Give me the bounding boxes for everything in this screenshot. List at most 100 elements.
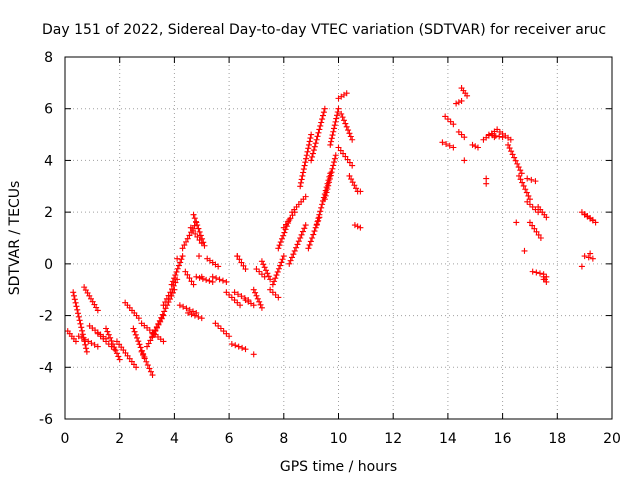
- data-point: [169, 278, 176, 285]
- y-tick-label: 8: [44, 50, 53, 66]
- data-point: [298, 176, 305, 183]
- data-point: [526, 196, 533, 203]
- data-point: [293, 244, 300, 251]
- data-point: [310, 231, 317, 238]
- data-point: [228, 294, 235, 301]
- data-point: [320, 112, 327, 119]
- data-point: [529, 268, 536, 275]
- data-point: [165, 292, 172, 299]
- data-point: [162, 298, 169, 305]
- data-point: [280, 224, 287, 231]
- data-point: [321, 196, 328, 203]
- data-point: [181, 242, 188, 249]
- data-point: [297, 183, 304, 190]
- data-point: [453, 100, 460, 107]
- data-point: [315, 129, 322, 136]
- data-point: [155, 320, 162, 327]
- data-point: [147, 368, 154, 375]
- data-point: [328, 169, 335, 176]
- data-point: [307, 135, 314, 142]
- data-point: [342, 120, 349, 127]
- data-point: [272, 291, 279, 298]
- data-point: [446, 142, 453, 149]
- data-point: [231, 289, 238, 296]
- data-point: [75, 333, 82, 340]
- data-point: [226, 291, 233, 298]
- data-point: [291, 247, 298, 254]
- data-point: [536, 270, 543, 277]
- data-point: [70, 289, 77, 296]
- x-tick-label: 12: [384, 431, 402, 447]
- data-point: [327, 172, 334, 179]
- x-tick-label: 14: [439, 431, 457, 447]
- data-point: [324, 186, 331, 193]
- data-point: [183, 305, 190, 312]
- data-point: [313, 222, 320, 229]
- data-point: [223, 278, 230, 285]
- data-point: [592, 219, 599, 226]
- data-point: [282, 221, 289, 228]
- data-point: [113, 350, 120, 357]
- data-point: [314, 133, 321, 140]
- data-point: [162, 305, 169, 312]
- data-point: [443, 141, 450, 148]
- data-point: [331, 122, 338, 129]
- data-point: [533, 228, 540, 235]
- data-point: [303, 155, 310, 162]
- data-point: [317, 122, 324, 129]
- data-point: [143, 358, 150, 365]
- data-point: [168, 281, 175, 288]
- data-point: [444, 116, 451, 123]
- data-point: [107, 334, 114, 341]
- data-point: [141, 355, 148, 362]
- data-point: [209, 273, 216, 280]
- data-point: [173, 268, 180, 275]
- data-point: [319, 201, 326, 208]
- data-point: [260, 261, 267, 268]
- data-point: [94, 330, 101, 337]
- data-point: [532, 178, 539, 185]
- y-tick-label: 4: [44, 153, 53, 169]
- data-point: [192, 218, 199, 225]
- data-point: [159, 311, 166, 318]
- data-point: [216, 276, 223, 283]
- data-point: [193, 309, 200, 316]
- data-point: [234, 291, 241, 298]
- y-axis-label: SDTVAR / TECUs: [7, 181, 23, 296]
- data-point: [250, 286, 257, 293]
- data-point: [269, 289, 276, 296]
- data-point: [331, 125, 338, 132]
- data-point: [100, 335, 107, 342]
- data-point: [496, 133, 503, 140]
- data-point: [258, 304, 265, 311]
- data-point: [71, 296, 78, 303]
- data-point: [531, 225, 538, 232]
- data-point: [198, 273, 205, 280]
- data-point: [172, 272, 179, 279]
- x-tick-label: 18: [548, 431, 566, 447]
- data-point: [297, 235, 304, 241]
- data-point: [136, 341, 143, 348]
- data-point: [191, 215, 198, 222]
- data-point: [280, 232, 287, 239]
- data-point: [306, 241, 313, 248]
- data-points: [64, 85, 599, 379]
- data-point: [521, 247, 528, 254]
- data-point: [461, 134, 468, 141]
- data-point: [135, 338, 142, 345]
- data-point: [587, 250, 594, 257]
- data-point: [191, 222, 198, 229]
- data-point: [331, 159, 338, 166]
- data-point: [346, 130, 353, 137]
- data-point: [263, 267, 270, 274]
- data-point: [346, 159, 353, 166]
- data-point: [160, 302, 167, 309]
- data-point: [152, 327, 159, 334]
- data-point: [223, 330, 230, 337]
- data-point: [219, 277, 226, 284]
- data-point: [472, 143, 479, 150]
- data-point: [508, 148, 515, 155]
- data-point: [200, 239, 207, 246]
- data-point: [167, 289, 174, 296]
